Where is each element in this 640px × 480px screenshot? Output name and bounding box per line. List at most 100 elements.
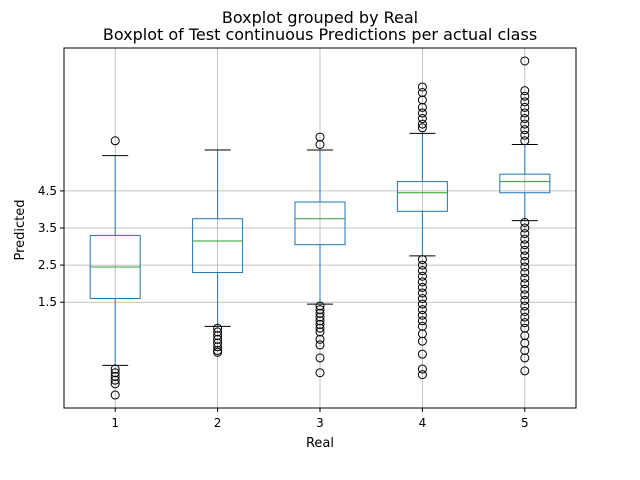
outlier-point [417, 321, 427, 331]
outlier-point [417, 316, 427, 326]
outlier-point [315, 353, 325, 363]
outlier-point [213, 323, 223, 333]
outlier-point [520, 136, 530, 146]
outlier-point [520, 240, 530, 250]
x-axis-label: Real [306, 436, 334, 451]
iqr-box [294, 201, 346, 246]
outlier-point [110, 379, 120, 389]
outlier-point [315, 334, 325, 344]
outlier-point [315, 312, 325, 322]
outlier-point [315, 132, 325, 142]
outlier-point [520, 234, 530, 244]
outlier-point [417, 294, 427, 304]
outlier-point [520, 312, 530, 322]
chart-title: Boxplot of Test continuous Predictions p… [103, 25, 537, 44]
outlier-point [110, 136, 120, 146]
outlier-point [315, 301, 325, 311]
outlier-point [110, 390, 120, 400]
outlier-point [520, 279, 530, 289]
outlier-point [417, 329, 427, 339]
outlier-point [417, 336, 427, 346]
outlier-point [520, 268, 530, 278]
x-tick-label-2: 2 [214, 416, 222, 430]
outlier-point [417, 266, 427, 276]
y-tick-label-0: 1.5 [38, 295, 57, 309]
outlier-point [520, 97, 530, 107]
outlier-point [520, 331, 530, 341]
outlier-point [520, 353, 530, 363]
outlier-point [417, 288, 427, 298]
outlier-point [520, 217, 530, 227]
y-tick-label-1: 2.5 [38, 258, 57, 272]
outlier-point [417, 123, 427, 133]
outlier-point [110, 368, 120, 378]
outlier-point [417, 310, 427, 320]
y-tick-label-3: 4.5 [38, 184, 57, 198]
outlier-point [417, 277, 427, 287]
y-tick-label-2: 3.5 [38, 221, 57, 235]
iqr-box [499, 173, 551, 194]
outlier-point [520, 318, 530, 328]
outlier-point [213, 331, 223, 341]
boxes-layer [89, 56, 551, 400]
outlier-point [520, 56, 530, 66]
outlier-point [213, 342, 223, 352]
ticks-layer: 1 2 3 4 5 1.5 2.5 3.5 4.5 [38, 184, 529, 430]
outlier-point [520, 345, 530, 355]
outlier-point [520, 108, 530, 118]
x-tick-label-3: 3 [316, 416, 324, 430]
box-group-3 [294, 132, 346, 378]
iqr-box [396, 181, 448, 212]
outlier-point [520, 323, 530, 333]
outlier-point [520, 223, 530, 233]
outlier-point [520, 229, 530, 239]
outlier-point [110, 371, 120, 381]
outlier-point [520, 273, 530, 283]
outlier-point [417, 95, 427, 105]
outlier-point [213, 338, 223, 348]
outlier-point [417, 255, 427, 265]
outlier-point [315, 139, 325, 149]
x-tick-label-1: 1 [111, 416, 119, 430]
outlier-point [417, 260, 427, 270]
outlier-point [417, 364, 427, 374]
outlier-point [417, 370, 427, 380]
outlier-point [213, 334, 223, 344]
outlier-point [520, 295, 530, 305]
outlier-point [520, 338, 530, 348]
outlier-point [315, 340, 325, 350]
outlier-point [417, 88, 427, 98]
outlier-point [417, 82, 427, 92]
outlier-point [315, 327, 325, 337]
outlier-point [417, 305, 427, 315]
outlier-point [520, 262, 530, 272]
outlier-point [520, 125, 530, 135]
box-group-1 [89, 136, 141, 400]
box-group-2 [192, 149, 244, 357]
outlier-point [213, 347, 223, 357]
outlier-point [315, 308, 325, 318]
outlier-point [417, 119, 427, 129]
outlier-point [520, 307, 530, 317]
outlier-point [417, 102, 427, 112]
x-tick-label-4: 4 [419, 416, 427, 430]
outlier-point [520, 86, 530, 96]
outlier-point [417, 349, 427, 359]
outlier-point [110, 364, 120, 374]
outlier-point [315, 368, 325, 378]
outlier-point [315, 305, 325, 315]
outlier-point [315, 323, 325, 333]
outlier-point [520, 290, 530, 300]
outlier-point [520, 114, 530, 124]
outlier-point [520, 130, 530, 140]
outlier-point [520, 119, 530, 129]
outlier-point [417, 271, 427, 281]
outlier-point [520, 256, 530, 266]
outlier-point [417, 108, 427, 118]
chart-suptitle: Boxplot grouped by Real [222, 8, 418, 27]
outlier-point [417, 299, 427, 309]
outlier-point [110, 375, 120, 385]
outlier-point [520, 301, 530, 311]
box-group-4 [396, 82, 448, 380]
